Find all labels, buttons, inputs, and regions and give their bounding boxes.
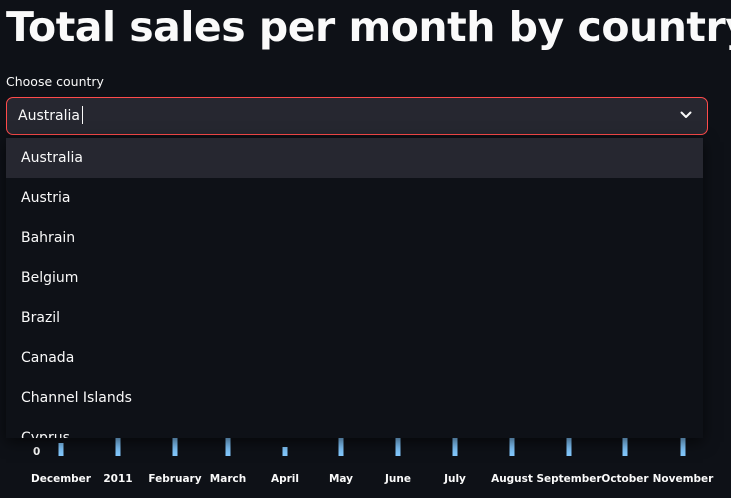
x-tick-label: October: [601, 473, 649, 485]
text-cursor: [81, 105, 83, 124]
x-tick-label: November: [653, 473, 715, 485]
x-tick-label: July: [443, 473, 466, 485]
chart-bar: [115, 438, 121, 456]
x-tick-label: June: [384, 473, 411, 485]
chart-bar: [395, 438, 401, 456]
chart-bar: [225, 438, 231, 456]
chart-bar: [58, 443, 64, 456]
x-tick-label: April: [271, 473, 299, 485]
country-select[interactable]: Australia: [6, 97, 708, 135]
country-select-value[interactable]: Australia: [18, 105, 83, 124]
x-tick-label: February: [148, 473, 201, 485]
page-title: Total sales per month by country: [6, 3, 731, 51]
country-select-label: Choose country: [6, 74, 104, 89]
dropdown-option[interactable]: Belgium: [21, 270, 79, 286]
dropdown-option[interactable]: Channel Islands: [21, 390, 132, 406]
chart-bar: [680, 438, 686, 456]
country-dropdown-menu[interactable]: Australia Austria Bahrain Belgium Brazil Cana…: [6, 138, 703, 438]
dropdown-option[interactable]: Australia: [6, 138, 703, 178]
chart-bar: [338, 438, 344, 456]
y-tick-label: 0: [33, 446, 40, 458]
chart-bar: [566, 438, 572, 456]
x-tick-label: March: [210, 473, 246, 485]
dropdown-option[interactable]: Cyprus: [21, 430, 70, 438]
x-tick-label: 2011: [103, 473, 132, 485]
x-tick-label: August: [491, 473, 533, 485]
x-tick-label: September: [536, 473, 602, 485]
chart-bar: [509, 438, 515, 456]
dropdown-option[interactable]: Canada: [21, 350, 75, 366]
x-tick-label: May: [329, 473, 353, 485]
x-tick-label: December: [31, 473, 92, 485]
dropdown-option[interactable]: Brazil: [21, 310, 61, 326]
sales-bar-chart: 0 December 2011 February March April May June Ju…: [0, 430, 731, 494]
dropdown-option[interactable]: Austria: [21, 190, 71, 206]
chart-bar: [622, 438, 628, 456]
chart-bar: [452, 438, 458, 456]
chevron-down-icon[interactable]: [679, 108, 693, 122]
chart-bar: [282, 447, 288, 456]
chart-bar: [172, 438, 178, 456]
dropdown-option[interactable]: Bahrain: [21, 230, 76, 246]
chart-svg: 0 December 2011 February March April May June Ju…: [31, 438, 715, 485]
